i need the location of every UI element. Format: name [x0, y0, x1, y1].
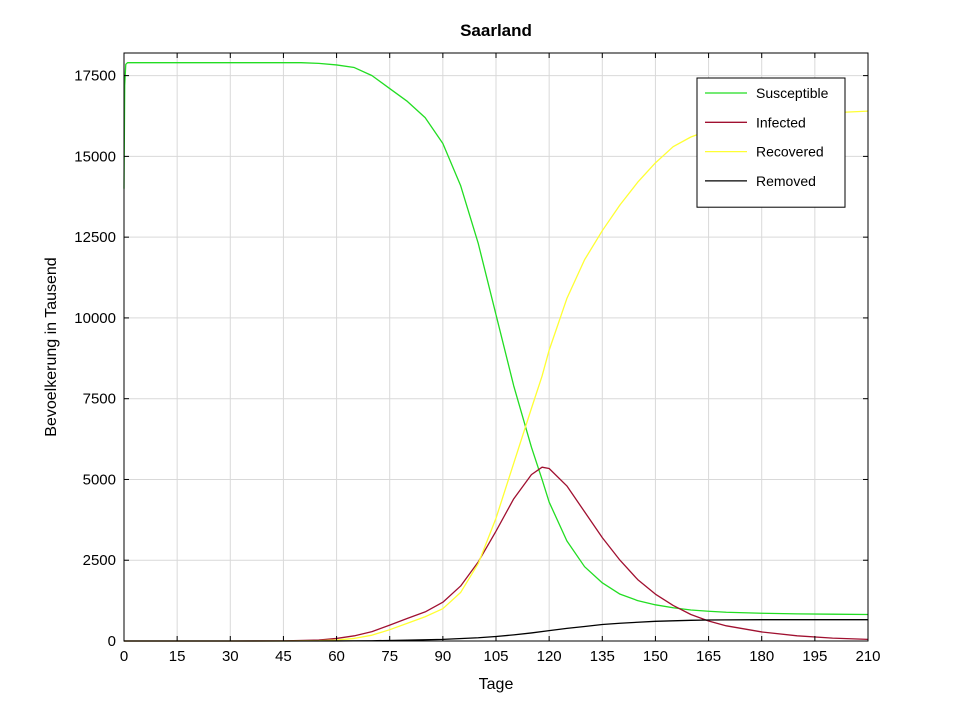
chart-title: Saarland	[460, 21, 532, 40]
x-tick-label: 45	[275, 648, 292, 665]
legend-label-susceptible: Susceptible	[756, 85, 829, 101]
y-tick-label: 17500	[74, 68, 116, 85]
x-tick-label: 180	[749, 648, 774, 665]
legend: Susceptible Infected Recovered Removed	[696, 77, 846, 208]
x-tick-label: 120	[537, 648, 562, 665]
x-tick-label: 135	[590, 648, 615, 665]
y-tick-label: 0	[108, 633, 116, 650]
x-tick-label: 30	[222, 648, 239, 665]
x-axis-label: Tage	[479, 676, 514, 693]
x-tick-label: 15	[169, 648, 186, 665]
legend-label-recovered: Recovered	[756, 144, 824, 160]
axis-ticks: 0 15 30 45 60 75 90 105 120 135 150 165 180 195 210 0 25…	[74, 53, 881, 665]
x-tick-label: 195	[802, 648, 827, 665]
y-tick-label: 2500	[83, 552, 116, 569]
x-tick-label: 210	[855, 648, 880, 665]
series-line-susceptible	[123, 62, 869, 616]
y-tick-label: 5000	[83, 471, 116, 488]
x-tick-label: 105	[483, 648, 508, 665]
y-tick-label: 12500	[74, 229, 116, 246]
x-tick-label: 0	[120, 648, 128, 665]
x-tick-label: 75	[381, 648, 398, 665]
x-tick-label: 165	[696, 648, 721, 665]
y-tick-label: 10000	[74, 310, 116, 327]
x-tick-label: 90	[435, 648, 452, 665]
x-tick-label: 150	[643, 648, 668, 665]
y-axis-label: Bevoelkerung in Tausend	[43, 257, 60, 436]
legend-label-infected: Infected	[756, 114, 806, 130]
legend-box	[696, 77, 846, 208]
y-tick-label: 15000	[74, 148, 116, 165]
x-tick-label: 60	[328, 648, 345, 665]
legend-label-removed: Removed	[756, 173, 816, 189]
y-tick-label: 7500	[83, 391, 116, 408]
series-line-removed	[124, 619, 868, 642]
